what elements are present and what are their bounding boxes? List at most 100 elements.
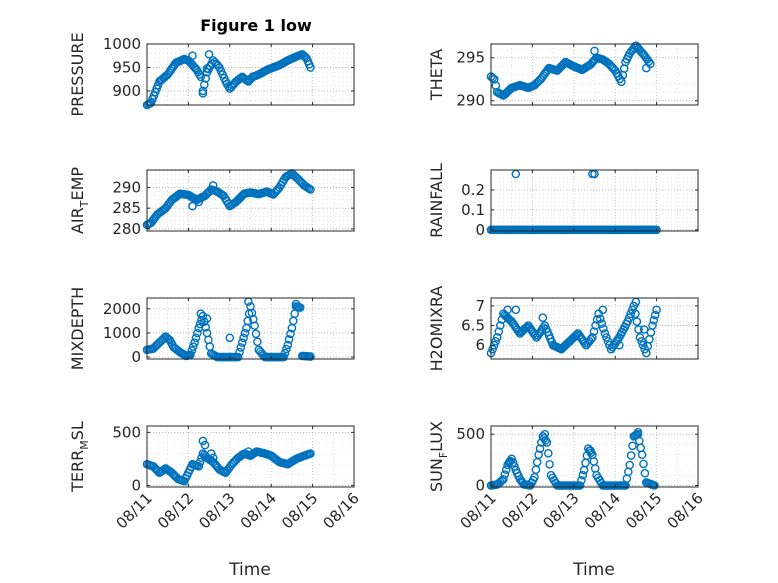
y-tick-label: 900 bbox=[112, 82, 141, 100]
data-point bbox=[632, 317, 642, 326]
data-point bbox=[642, 63, 651, 73]
data-point bbox=[580, 338, 590, 348]
data-point bbox=[188, 201, 197, 211]
data-point bbox=[194, 461, 204, 471]
data-point bbox=[495, 321, 505, 330]
data-point bbox=[588, 333, 597, 342]
y-tick-label: 1000 bbox=[103, 35, 141, 53]
data-point bbox=[284, 335, 294, 344]
data-point bbox=[488, 73, 498, 83]
data-point bbox=[535, 444, 545, 453]
y-tick-label: 285 bbox=[112, 199, 141, 217]
data-point bbox=[570, 331, 580, 341]
data-point bbox=[306, 63, 315, 72]
data-point bbox=[306, 352, 315, 361]
subplot-h2omixra: 66.5 7 H2OMIXRA bbox=[427, 286, 699, 372]
y-tick-label: 0 bbox=[475, 221, 485, 239]
data-point bbox=[198, 86, 208, 96]
data-point bbox=[545, 459, 554, 469]
axes-box bbox=[490, 425, 699, 488]
data-point bbox=[194, 197, 204, 207]
data-point bbox=[631, 309, 640, 319]
data-point bbox=[598, 305, 608, 315]
data-point bbox=[586, 446, 595, 455]
y-axis-label-main: MIXDEPTH bbox=[68, 287, 87, 370]
plot-area bbox=[491, 44, 698, 105]
y-axis-label: H2OMIXRA bbox=[427, 286, 446, 372]
y-tick-label: 0 bbox=[131, 348, 141, 366]
axes-box bbox=[146, 297, 355, 360]
y-axis-label-tail: SL bbox=[68, 421, 87, 440]
data-point bbox=[253, 337, 262, 347]
data-point bbox=[635, 333, 645, 342]
data-point bbox=[239, 333, 248, 343]
y-axis-label-main: H2OMIXRA bbox=[427, 286, 446, 372]
data-point bbox=[306, 449, 315, 458]
data-point bbox=[540, 429, 550, 439]
y-tick-label: 295 bbox=[456, 49, 485, 67]
x-axis-label-left: Time bbox=[228, 560, 271, 580]
y-tick-label: 500 bbox=[112, 423, 141, 441]
data-point bbox=[638, 340, 648, 350]
data-point bbox=[639, 325, 649, 334]
data-point bbox=[198, 436, 208, 446]
data-point bbox=[649, 315, 659, 325]
subplot-pressure: 900 950 1000 PRESSURE bbox=[68, 32, 355, 117]
y-axis-label-main: SUN bbox=[427, 458, 446, 492]
data-point bbox=[544, 448, 553, 458]
y-tick-label: 290 bbox=[112, 178, 141, 196]
data-point bbox=[500, 470, 510, 479]
data-point bbox=[590, 46, 599, 56]
subplot-rainfall: 0 0.1 0.2 RAINFALL bbox=[427, 163, 699, 239]
data-point bbox=[240, 328, 250, 338]
data-point bbox=[577, 475, 586, 485]
data-point bbox=[511, 305, 521, 315]
data-point bbox=[534, 450, 543, 460]
data-point bbox=[186, 350, 195, 360]
data-point bbox=[190, 338, 199, 347]
y-axis-label: MIXDEPTH bbox=[68, 287, 87, 370]
data-point bbox=[300, 52, 310, 62]
data-point bbox=[589, 327, 599, 336]
data-point bbox=[208, 181, 218, 190]
data-point bbox=[159, 333, 169, 343]
data-point bbox=[575, 481, 585, 490]
y-axis-label-subscript: T bbox=[78, 200, 91, 208]
y-axis-label-subscript: F bbox=[437, 452, 450, 458]
data-point bbox=[206, 449, 216, 458]
subplot-mixdepth: 0 1000 2000 MIXDEPTH bbox=[68, 287, 355, 370]
data-point bbox=[613, 334, 623, 344]
data-point bbox=[623, 317, 632, 326]
data-point bbox=[602, 333, 611, 342]
data-point bbox=[599, 324, 608, 333]
data-point bbox=[503, 305, 512, 315]
y-axis-label: AIRTEMP bbox=[68, 167, 91, 234]
y-axis-label-main: AIR bbox=[68, 207, 87, 234]
data-point bbox=[508, 458, 518, 467]
data-point bbox=[201, 322, 210, 332]
data-point bbox=[236, 343, 246, 352]
data-point bbox=[600, 329, 610, 338]
data-point bbox=[306, 185, 315, 194]
data-point bbox=[626, 309, 636, 319]
axes-box bbox=[490, 297, 699, 360]
data-point bbox=[202, 314, 212, 323]
data-point bbox=[505, 457, 514, 467]
y-tick-label: 0.2 bbox=[461, 181, 485, 199]
y-axis-label-main: PRESSURE bbox=[68, 32, 87, 116]
y-tick-label: 500 bbox=[456, 425, 485, 443]
y-axis-label-tail: EMP bbox=[68, 167, 87, 201]
data-point bbox=[652, 225, 661, 235]
data-point bbox=[250, 321, 259, 331]
y-tick-label: 0.1 bbox=[461, 201, 485, 219]
data-point bbox=[615, 340, 624, 350]
data-point bbox=[499, 474, 508, 484]
y-axis-label: PRESSURE bbox=[68, 32, 87, 116]
y-tick-label: 0 bbox=[131, 476, 141, 494]
data-point bbox=[624, 313, 634, 323]
y-tick-label: 6.5 bbox=[461, 317, 485, 335]
y-axis-label-subscript: M bbox=[78, 440, 91, 450]
data-point bbox=[280, 348, 290, 358]
y-axis-label: SUNFLUX bbox=[427, 421, 450, 492]
